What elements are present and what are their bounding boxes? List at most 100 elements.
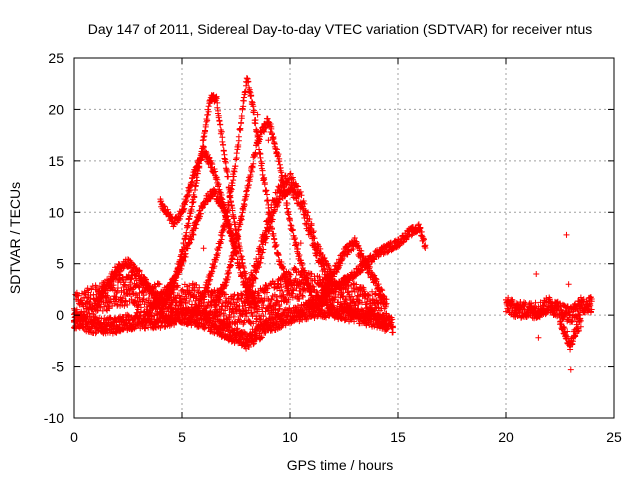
data-point [119, 275, 126, 282]
data-point [220, 141, 227, 148]
data-point [276, 287, 283, 294]
data-point [290, 287, 297, 294]
data-point [285, 296, 292, 303]
data-point [216, 311, 223, 318]
data-point [235, 137, 242, 144]
data-point [243, 310, 250, 317]
data-point [272, 243, 279, 250]
data-point [293, 285, 300, 292]
data-point [244, 75, 251, 82]
data-point [90, 310, 97, 317]
data-point [272, 306, 279, 313]
data-point [296, 295, 303, 302]
data-point [204, 117, 211, 124]
data-point [287, 276, 294, 283]
data-point [176, 292, 183, 299]
data-point [230, 313, 237, 320]
data-point [84, 285, 91, 292]
data-point [251, 309, 257, 316]
data-point [245, 182, 252, 189]
data-point [239, 106, 246, 113]
data-point [256, 146, 263, 153]
data-point [263, 191, 270, 198]
data-point [200, 133, 207, 140]
data-point [121, 281, 128, 288]
data-point [83, 294, 90, 301]
data-point [299, 293, 306, 300]
data-point [191, 286, 198, 293]
data-point [269, 295, 275, 302]
data-point [240, 97, 247, 104]
data-point [205, 103, 212, 110]
data-point [136, 294, 143, 301]
data-point [232, 163, 239, 170]
data-point [258, 294, 265, 301]
data-point [243, 187, 250, 194]
data-point [239, 209, 246, 216]
data-point [271, 235, 278, 242]
data-point [200, 299, 207, 306]
data-point [186, 282, 193, 289]
data-point [189, 203, 196, 210]
data-point [276, 305, 283, 312]
data-point [284, 205, 291, 212]
data-point [89, 283, 96, 290]
data-point [105, 304, 112, 311]
data-point [238, 119, 245, 126]
data-point [184, 223, 191, 230]
data-point [87, 292, 94, 299]
data-point [261, 181, 268, 188]
data-point [182, 300, 189, 307]
data-point [271, 140, 278, 147]
data-point [365, 292, 372, 299]
data-point [299, 292, 306, 299]
data-point [93, 284, 100, 291]
data-point [215, 107, 221, 114]
data-point [186, 216, 193, 223]
data-point [257, 150, 264, 157]
data-point [243, 313, 250, 320]
data-point [227, 300, 234, 307]
data-point [196, 284, 203, 291]
data-point [219, 134, 226, 141]
data-point [269, 130, 275, 137]
data-point [186, 298, 193, 305]
data-point [274, 297, 281, 304]
data-point [221, 155, 228, 162]
data-point [331, 296, 338, 303]
data-point [222, 159, 229, 166]
data-point [230, 177, 237, 184]
data-points [71, 75, 595, 373]
data-point [113, 289, 120, 296]
data-point [124, 301, 131, 308]
data-point [224, 271, 231, 278]
grid-lines [74, 58, 614, 418]
data-point [242, 302, 249, 309]
data-point [199, 137, 206, 144]
data-point [239, 292, 246, 299]
data-point [122, 282, 129, 289]
data-point [233, 302, 240, 308]
data-point [168, 300, 175, 307]
data-point [193, 293, 200, 300]
data-point [220, 310, 227, 317]
data-point [230, 292, 237, 299]
data-point [240, 321, 247, 328]
data-point [260, 313, 267, 320]
data-point [218, 306, 225, 313]
data-point [193, 282, 200, 289]
data-point [206, 278, 213, 285]
data-point [219, 232, 226, 239]
data-point [136, 284, 143, 291]
data-point [145, 296, 152, 303]
data-point [182, 291, 189, 298]
data-point [264, 285, 271, 292]
data-point [313, 288, 320, 295]
data-point [263, 198, 270, 205]
data-point [268, 296, 275, 303]
data-point [127, 285, 134, 292]
data-point [188, 304, 195, 311]
data-point [187, 293, 194, 300]
data-point [204, 111, 211, 118]
